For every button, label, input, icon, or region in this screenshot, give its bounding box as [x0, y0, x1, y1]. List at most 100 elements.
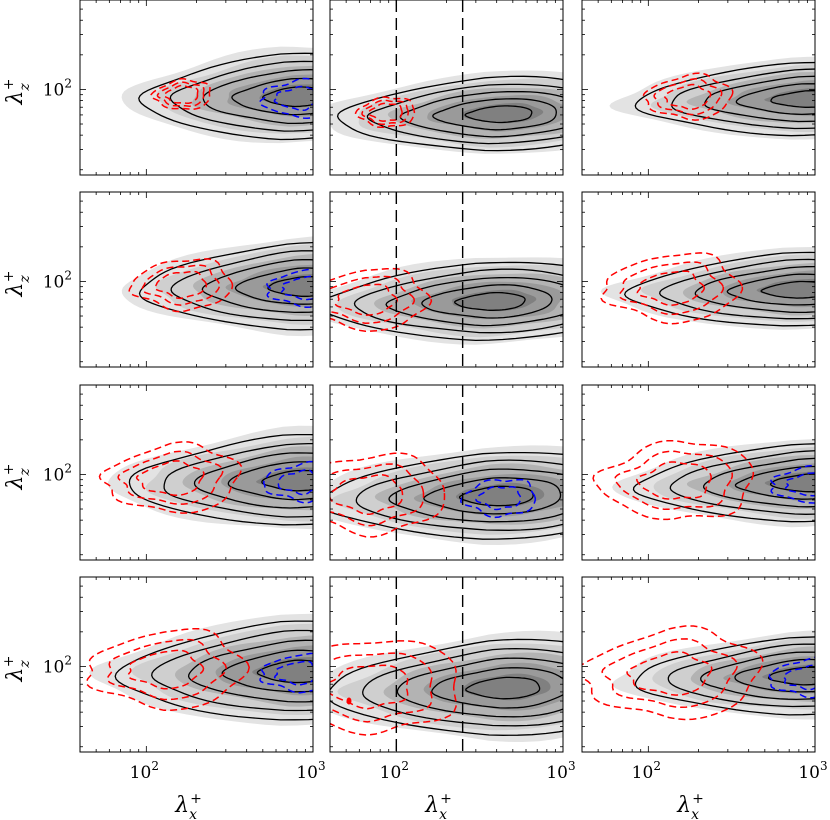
solid-contour-line	[366, 83, 563, 145]
x-axis-label-sub: x	[439, 807, 447, 820]
red-dashed-contour	[653, 78, 723, 116]
solid-contour-line	[769, 473, 815, 493]
solid-contour-line	[421, 284, 553, 319]
solid-contour-line	[726, 273, 815, 306]
red-dashed-contour	[330, 452, 446, 538]
red-dashed-contour	[592, 439, 755, 521]
panel-plot-area	[121, 46, 313, 144]
blue-dashed-contour	[768, 656, 815, 699]
solid-contour-line	[138, 241, 313, 331]
solid-contour-line	[187, 639, 313, 703]
solid-contour-line	[201, 259, 313, 314]
solid-contour-line	[767, 666, 815, 686]
x-axis-label-sub: x	[189, 807, 197, 820]
y-tick-label: 102	[43, 268, 72, 292]
red-dashed-contour	[614, 450, 733, 510]
x-axis-label-sup: +	[190, 791, 202, 807]
panel-plot-area	[98, 425, 313, 530]
x-tick-label-exponent: 2	[401, 759, 409, 773]
blue-dashed-contour	[460, 478, 537, 519]
red-dashed-contour	[330, 463, 425, 527]
x-axis-label: λx+	[424, 791, 452, 820]
solid-contour-line	[464, 105, 533, 124]
solid-contour-line	[151, 629, 313, 712]
blue-dashed-contour	[258, 77, 313, 120]
solid-contour-line	[114, 620, 313, 721]
solid-contour-line	[669, 450, 815, 515]
blue-dashed-contour	[277, 469, 313, 496]
red-dashed-contour	[106, 638, 228, 701]
filled-contour-level-5	[756, 278, 815, 300]
solid-contour-line	[362, 647, 563, 727]
panel-plot-area	[85, 613, 313, 726]
x-tick-label: 103	[798, 759, 827, 783]
solid-contour-line	[355, 459, 563, 531]
filled-contour-level-5	[462, 673, 551, 701]
panel-r3-c1: 102 λz+	[1, 384, 314, 561]
red-dashed-contour	[85, 628, 250, 712]
solid-contour-line	[623, 251, 815, 327]
solid-contour-line	[330, 261, 563, 342]
panel-plot-area	[592, 438, 815, 528]
x-axis-label: λx+	[676, 791, 704, 820]
solid-contour-line	[170, 250, 313, 322]
solid-contour-line	[704, 75, 815, 123]
x-tick-label-exponent: 3	[318, 759, 326, 773]
y-axis-label: λz+	[1, 463, 33, 490]
panel-r1-c2	[329, 0, 564, 176]
y-tick-label-exponent: 2	[64, 76, 72, 90]
panel-r3-c3	[581, 384, 816, 561]
solid-contour-line	[353, 268, 563, 334]
solid-contour-line	[385, 276, 563, 327]
panel-r1-c3	[581, 0, 816, 176]
y-tick-label-exponent: 2	[64, 461, 72, 475]
red-dashed-contour	[330, 652, 433, 723]
panel-r4-c2: 102 103 λx+	[329, 576, 576, 820]
y-axis-label-sub: z	[17, 468, 33, 477]
x-axis-label-sup: +	[440, 791, 452, 807]
red-dashed-contour	[135, 460, 205, 497]
solid-contour-line	[431, 667, 563, 709]
red-dashed-contour	[663, 83, 712, 110]
red-dashed-contour	[330, 275, 416, 324]
red-dashed-contour	[600, 252, 744, 325]
solid-contour-line	[702, 457, 815, 508]
x-tick-label-exponent: 2	[151, 759, 159, 773]
red-dashed-contour	[98, 441, 243, 514]
y-axis-label: λz+	[1, 655, 33, 682]
y-axis-label: λz+	[1, 78, 33, 105]
y-tick-label-exponent: 2	[64, 653, 72, 667]
x-axis-label: λx+	[174, 791, 202, 820]
red-dashed-contour	[582, 625, 764, 721]
solid-contour-line	[770, 90, 815, 108]
y-tick-label: 102	[43, 76, 72, 100]
filled-contour-level-5	[259, 84, 313, 108]
y-axis-label-sup: +	[1, 78, 17, 90]
y-axis-label-sup: +	[1, 655, 17, 667]
x-tick-label: 103	[546, 759, 575, 783]
red-dashed-contour	[156, 81, 205, 107]
red-dashed-contour	[117, 450, 224, 505]
panel-r4-c1: 102 λz+ 102 103 λx+	[1, 576, 326, 820]
panel-plot-area	[330, 0, 563, 175]
solid-contour-line	[388, 468, 563, 523]
solid-contour-line	[267, 276, 313, 297]
y-axis-label-sub: z	[17, 275, 33, 284]
panel-r2-c2	[329, 191, 564, 368]
panel-plot-area	[609, 56, 815, 140]
blue-dashed-contour	[784, 472, 815, 497]
solid-contour-line	[700, 651, 815, 701]
red-dashed-contour	[626, 651, 713, 696]
x-tick-label-exponent: 3	[820, 759, 828, 773]
solid-contour-line	[634, 61, 815, 137]
panel-plot-area	[330, 192, 563, 367]
solid-contour-line	[234, 267, 313, 305]
red-dashed-contour	[636, 270, 705, 306]
solid-contour-line	[634, 636, 815, 716]
x-tick-label: 102	[380, 759, 409, 783]
solid-contour-line	[163, 442, 313, 518]
red-dashed-contour	[642, 72, 734, 121]
blue-dashed-contour	[280, 275, 313, 301]
red-dashed-contour	[618, 261, 725, 316]
